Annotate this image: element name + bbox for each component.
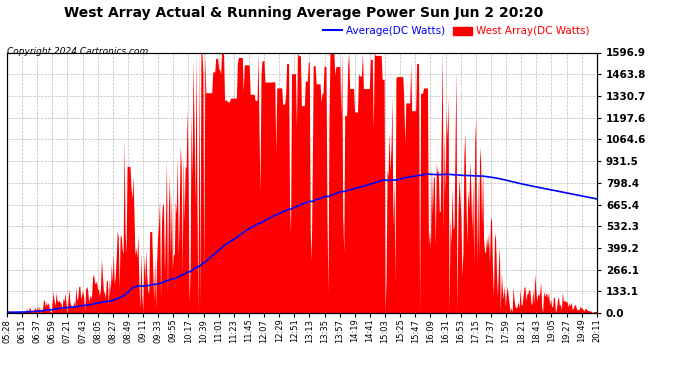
Text: West Array Actual & Running Average Power Sun Jun 2 20:20: West Array Actual & Running Average Powe… <box>64 6 543 20</box>
Legend: Average(DC Watts), West Array(DC Watts): Average(DC Watts), West Array(DC Watts) <box>319 22 593 40</box>
Text: Copyright 2024 Cartronics.com: Copyright 2024 Cartronics.com <box>7 47 148 56</box>
